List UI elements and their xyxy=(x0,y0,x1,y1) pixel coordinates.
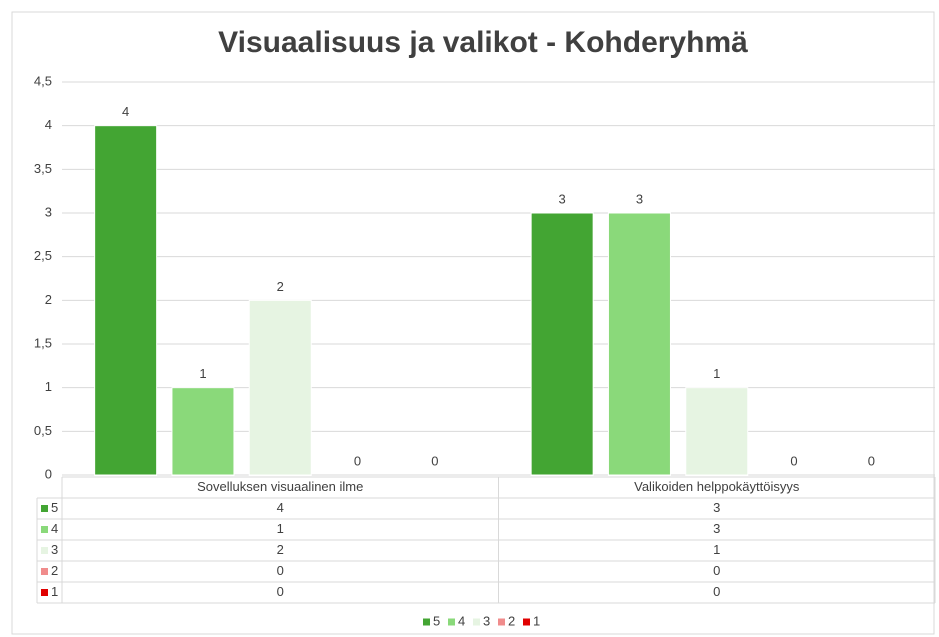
table-cell: 2 xyxy=(277,542,284,557)
data-label: 0 xyxy=(431,453,438,468)
data-label: 0 xyxy=(868,453,875,468)
y-tick-label: 3 xyxy=(45,204,52,219)
table-legend-key xyxy=(41,589,48,596)
data-label: 0 xyxy=(790,453,797,468)
table-legend-key xyxy=(41,568,48,575)
chart-title: Visuaalisuus ja valikot - Kohderyhmä xyxy=(218,26,748,59)
data-label: 3 xyxy=(636,191,643,206)
legend-label: 5 xyxy=(433,613,440,628)
x-tick-label: Sovelluksen visuaalinen ilme xyxy=(197,479,363,494)
table-legend-key xyxy=(41,526,48,533)
table-cell: 1 xyxy=(713,542,720,557)
legend-key xyxy=(498,618,505,626)
table-series-name: 4 xyxy=(51,521,58,536)
table-series-name: 3 xyxy=(51,542,58,557)
bar xyxy=(607,212,671,476)
y-tick-label: 4,5 xyxy=(34,73,52,88)
table-cell: 0 xyxy=(277,563,284,578)
table-series-name: 1 xyxy=(51,584,58,599)
y-tick-label: 0,5 xyxy=(34,423,52,438)
legend-key xyxy=(473,618,480,626)
table-cell: 0 xyxy=(713,584,720,599)
table-cell: 3 xyxy=(713,500,720,515)
legend-label: 1 xyxy=(533,613,540,628)
legend-key xyxy=(523,618,530,626)
data-label: 1 xyxy=(713,366,720,381)
y-tick-label: 3,5 xyxy=(34,161,52,176)
table-series-name: 5 xyxy=(51,500,58,515)
data-label: 2 xyxy=(277,279,284,294)
legend-label: 4 xyxy=(458,613,465,628)
y-tick-label: 1 xyxy=(45,379,52,394)
y-tick-label: 4 xyxy=(45,117,52,132)
y-tick-label: 2 xyxy=(45,292,52,307)
bar xyxy=(685,387,749,476)
bar xyxy=(171,387,235,476)
data-label: 0 xyxy=(354,453,361,468)
table-cell: 3 xyxy=(713,521,720,536)
y-tick-label: 0 xyxy=(45,466,52,481)
chart-border xyxy=(11,11,935,635)
y-tick-label: 2,5 xyxy=(34,248,52,263)
table-cell: 0 xyxy=(277,584,284,599)
table-cell: 1 xyxy=(277,521,284,536)
bar xyxy=(94,125,158,476)
table-cell: 4 xyxy=(277,500,284,515)
legend-key xyxy=(423,618,430,626)
data-label: 3 xyxy=(559,191,566,206)
legend-key xyxy=(448,618,455,626)
legend-label: 3 xyxy=(483,613,490,628)
table-series-name: 2 xyxy=(51,563,58,578)
table-legend-key xyxy=(41,505,48,512)
table-legend-key xyxy=(41,547,48,554)
y-tick-label: 1,5 xyxy=(34,335,52,350)
x-tick-label: Valikoiden helppokäyttöisyys xyxy=(634,479,800,494)
bar xyxy=(248,299,312,476)
data-label: 1 xyxy=(199,366,206,381)
table-cell: 0 xyxy=(713,563,720,578)
legend-label: 2 xyxy=(508,613,515,628)
data-label: 4 xyxy=(122,104,129,119)
bar xyxy=(530,212,594,476)
